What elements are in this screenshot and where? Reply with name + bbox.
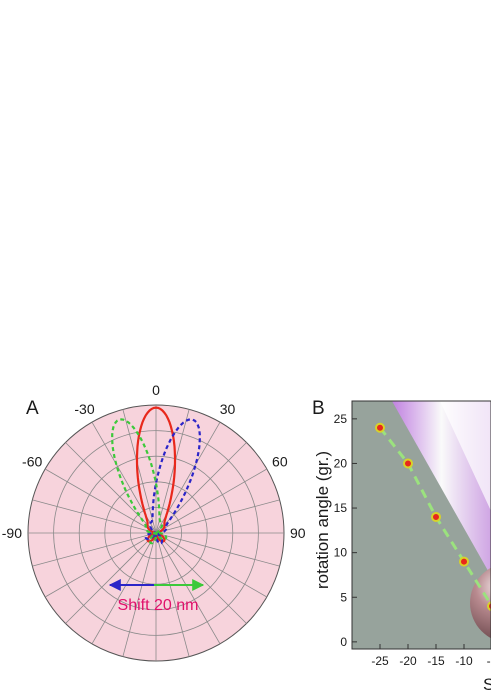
y-tick-label: 10 [334,546,348,560]
polar-grid-spoke [91,532,157,645]
polar-grid-spoke [32,532,157,567]
polar-grid-spoke [32,499,157,534]
data-point [375,422,385,433]
polar-grid-spoke [44,468,157,534]
data-point [459,556,469,567]
data-points [375,422,491,612]
polar-angle-label: 60 [272,454,288,470]
light-beam-core [440,401,491,511]
polar-angle-label: -60 [22,454,42,470]
polar-grid-spoke [155,532,247,624]
y-tick-label: 15 [334,501,348,515]
polar-angle-label: 90 [290,525,306,541]
panel-b-letter: B [312,398,325,419]
polar-grid-spoke [122,532,157,657]
data-point [431,511,441,522]
polar-grid-spoke [155,532,280,567]
y-tick-label: 25 [334,412,348,426]
polar-grid-spoke [65,532,157,624]
x-tick-label: -10 [455,654,473,668]
polar-grid-spoke [65,442,157,534]
x-axis-title-fragment: S [483,675,491,693]
polar-grid-spoke [155,409,190,534]
plot-frame [351,400,491,650]
polar-series-curve [135,406,177,543]
polar-grid-spoke [155,499,280,534]
x-ticks: -25 -20 -15 -10 -5 [371,644,491,668]
y-tick-label: 0 [340,635,347,649]
polar-grid-spoke [155,532,221,645]
sphere [470,567,491,639]
y-tick-label: 5 [340,590,347,604]
polar-angle-labels: 0 30 60 90 -30 -60 -90 [2,382,306,541]
panel-a: A 0 30 60 90 -30 -60 -90 Shift 20 nm [2,382,306,662]
polar-angle-label: 30 [220,401,236,417]
data-point [487,601,491,612]
polar-angle-label: 0 [152,382,160,398]
x-tick-label: -25 [371,654,389,668]
x-tick-label: -15 [427,654,445,668]
polar-grid-spoke [155,532,268,598]
y-tick-label: 20 [334,456,348,470]
polar-series-curve [144,418,201,545]
data-point [403,458,413,469]
shift-label: Shift 20 nm [118,597,199,614]
plot-area [352,401,491,649]
shift-annotation: Shift 20 nm [108,579,205,614]
polar-grid-spoke [122,409,157,534]
y-axis-title: rotation angle (gr.) [313,451,332,589]
panel-a-letter: A [26,398,39,419]
x-tick-label: -5 [487,654,491,668]
polar-curves [111,406,201,545]
polar-series-curve [111,418,168,545]
polar-grid-spoke [155,468,268,534]
polar-grid-spoke [44,532,157,598]
polar-angle-label: -90 [2,525,22,541]
panel-b: B rotation angle (gr.) 0 5 10 15 20 25 -25 -20… [312,398,491,693]
y-ticks: 0 5 10 15 20 25 [334,412,357,649]
x-tick-label: -20 [399,654,417,668]
polar-grid-spoke [155,532,190,657]
polar-angle-label: -30 [74,401,94,417]
